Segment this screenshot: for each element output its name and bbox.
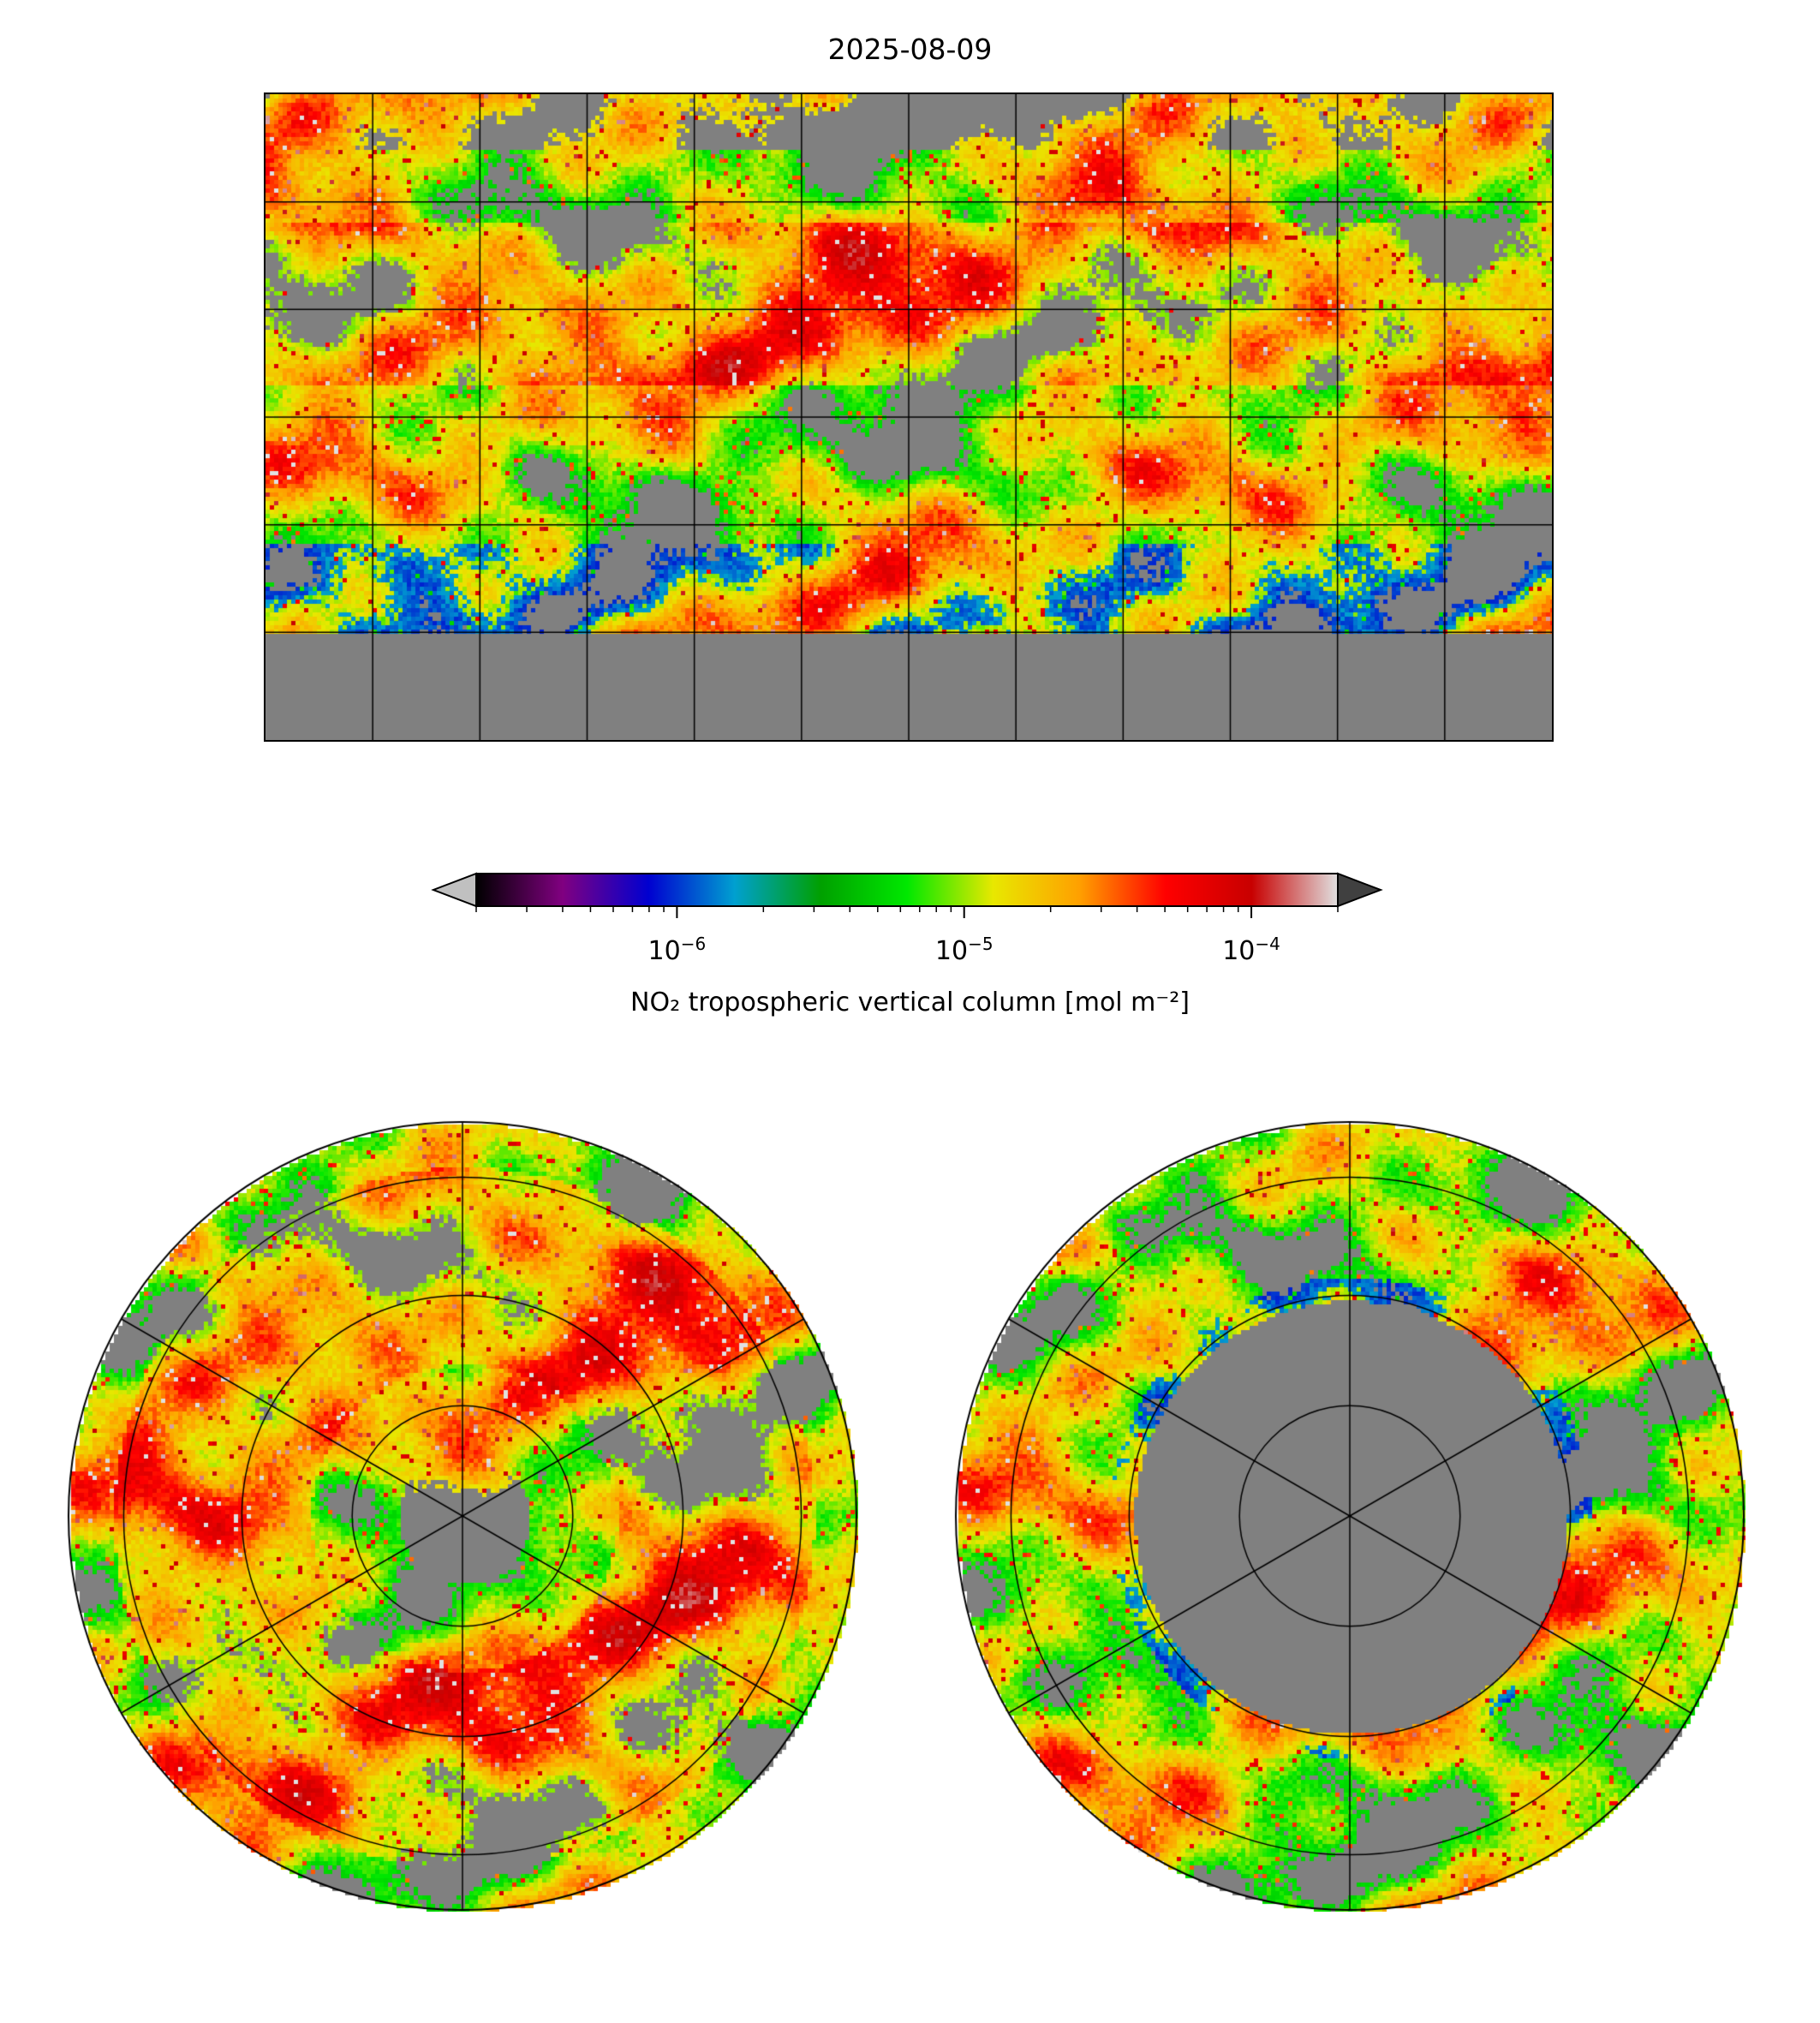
colorbar: [431, 872, 1383, 918]
north-polar-map: [67, 1120, 858, 1912]
colorbar-tick-label: 10−5: [934, 934, 994, 966]
south-polar-map: [954, 1120, 1745, 1912]
global-map: [264, 92, 1554, 742]
colorbar-over-extension: [1337, 872, 1383, 908]
colorbar-gradient: [475, 873, 1339, 907]
colorbar-under-extension: [431, 872, 477, 908]
colorbar-tick-label: 10−4: [1222, 934, 1280, 966]
colorbar-tick-label: 10−6: [647, 934, 707, 966]
colorbar-label: NO₂ tropospheric vertical column [mol m⁻…: [630, 988, 1190, 1017]
chart-title: 2025-08-09: [827, 33, 993, 66]
